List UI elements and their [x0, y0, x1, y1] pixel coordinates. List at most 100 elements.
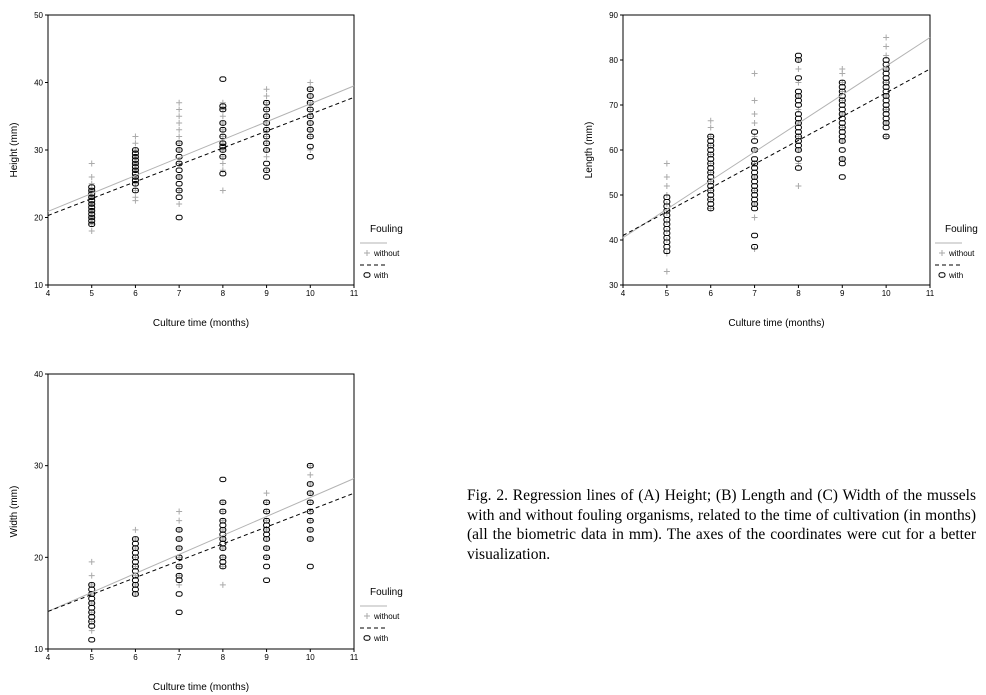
data-point [663, 183, 670, 189]
data-point [263, 160, 271, 167]
data-point [132, 526, 139, 533]
data-point [751, 232, 759, 239]
data-point [175, 140, 183, 146]
chart-a: 4 5 6 7 8 9 10 11 10 20 30 40 50 Culture time (months… [9, 11, 403, 329]
x-tick-label: 11 [350, 289, 359, 298]
data-point [219, 133, 227, 140]
x-tick-label: 5 [89, 289, 94, 298]
data-point [707, 133, 715, 140]
x-tick-label: 7 [752, 289, 757, 298]
data-point [663, 268, 670, 275]
y-tick-label: 30 [34, 462, 43, 471]
data-point [663, 160, 670, 167]
legend-item-without: without [373, 612, 400, 621]
data-point [306, 462, 314, 469]
data-point [219, 120, 227, 126]
data-point [176, 517, 183, 524]
data-point [219, 581, 226, 588]
data-point [306, 517, 314, 524]
legend-title: Fouling [370, 224, 403, 235]
data-point [219, 127, 227, 133]
y-tick-label: 10 [34, 281, 43, 290]
data-point [306, 106, 314, 113]
data-point [88, 605, 96, 611]
x-tick-label: 9 [840, 289, 845, 298]
x-tick-label: 8 [221, 289, 226, 298]
data-point [176, 120, 183, 126]
x-tick-label: 9 [264, 653, 269, 662]
data-point [306, 120, 314, 126]
data-point [88, 211, 96, 217]
x-tick-label: 5 [89, 653, 94, 662]
data-point [794, 52, 802, 59]
regression-line-with [47, 492, 355, 612]
y-tick-label: 40 [34, 79, 43, 88]
data-point [175, 563, 183, 570]
plot-frame [47, 373, 355, 650]
data-point [307, 79, 314, 86]
data-point [663, 174, 670, 180]
data-point [175, 194, 183, 200]
x-tick-label: 10 [306, 289, 315, 298]
data-point [175, 572, 183, 579]
data-point [306, 143, 314, 150]
data-point [219, 140, 227, 146]
x-axis-label: Culture time (months) [728, 318, 824, 329]
data-point [176, 106, 183, 113]
x-tick-label: 4 [621, 289, 626, 298]
data-point [88, 191, 96, 197]
data-point [132, 133, 139, 140]
data-point [176, 126, 183, 133]
data-point [175, 147, 183, 153]
x-tick-label: 7 [177, 653, 182, 662]
regression-line-without [622, 37, 931, 239]
chart-b: 4 5 6 7 8 9 10 11 30 40 50 60 70 80 90 Culture time (mo… [584, 11, 978, 329]
y-tick-label: 40 [609, 236, 618, 245]
data-point [263, 127, 271, 133]
data-point [219, 508, 227, 515]
x-tick-label: 4 [46, 289, 51, 298]
legend-item-with: with [373, 271, 388, 280]
data-point [306, 563, 314, 570]
x-tick-label: 10 [882, 289, 891, 298]
data-point [794, 88, 802, 95]
data-point [219, 113, 226, 120]
data-point [175, 167, 183, 173]
x-axis-label: Culture time (months) [153, 318, 249, 329]
x-tick-label: 6 [708, 289, 713, 298]
legend: Fouling without with [360, 587, 403, 643]
data-point [883, 43, 890, 50]
data-point [219, 476, 227, 483]
data-point [795, 183, 802, 189]
data-point [175, 609, 183, 616]
data-point [131, 154, 139, 160]
data-point [307, 471, 314, 478]
data-point [219, 99, 226, 106]
y-tick-label: 40 [34, 370, 43, 379]
data-point [176, 508, 183, 515]
data-point [88, 572, 95, 579]
series-with [88, 76, 314, 227]
data-point [131, 160, 139, 167]
data-point [219, 187, 226, 194]
data-point [306, 508, 314, 515]
data-point [751, 97, 758, 104]
data-point [838, 147, 846, 153]
data-point [751, 70, 758, 77]
x-tick-label: 6 [133, 289, 138, 298]
y-tick-label: 90 [609, 11, 618, 20]
x-tick-label: 8 [221, 653, 226, 662]
legend-marker-circle [938, 272, 946, 278]
data-point [219, 559, 227, 565]
legend: Fouling without with [360, 224, 403, 280]
data-point [219, 167, 226, 174]
data-point [751, 138, 759, 144]
x-tick-label: 10 [306, 653, 315, 662]
data-point [306, 536, 314, 542]
data-point [839, 66, 846, 72]
data-point [263, 531, 271, 538]
regression-line-without [47, 85, 355, 212]
legend-item-with: with [373, 634, 388, 643]
data-point [838, 174, 846, 180]
data-point [175, 545, 183, 551]
